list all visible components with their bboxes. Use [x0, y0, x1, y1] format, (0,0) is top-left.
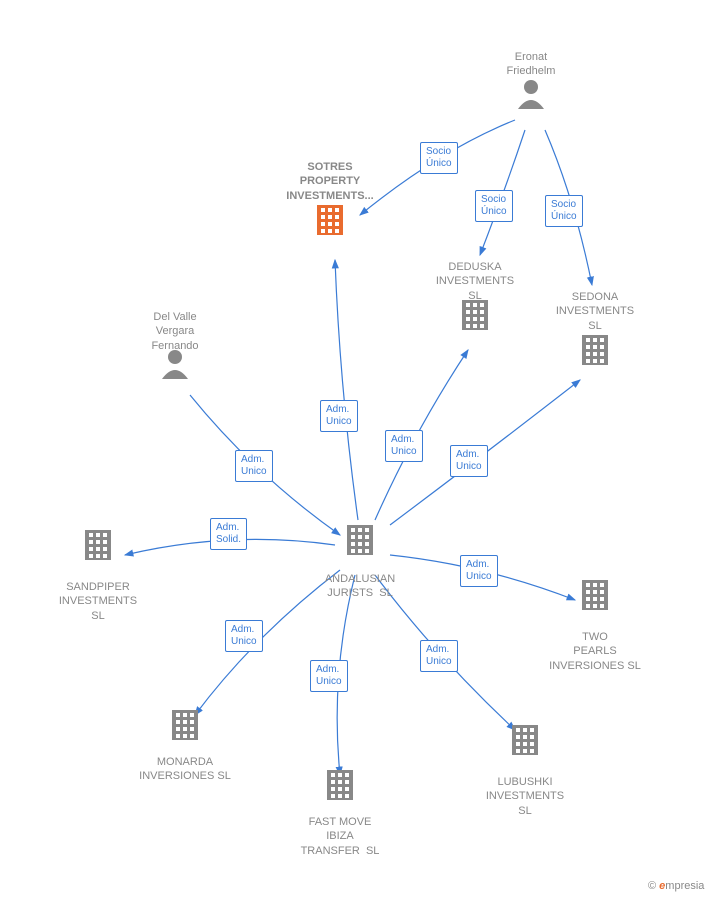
node-label: DEDUSKA INVESTMENTS SL — [405, 260, 545, 303]
node-label: SOTRES PROPERTY INVESTMENTS... — [260, 160, 400, 203]
building-icon — [85, 530, 111, 560]
edge-label-text: Adm. Unico — [241, 454, 267, 477]
node-label: SEDONA INVESTMENTS SL — [525, 290, 665, 333]
edge-label-text: Adm. Unico — [391, 434, 417, 457]
node-label: MONARDA INVERSIONES SL — [115, 755, 255, 784]
node-label: LUBUSHKI INVESTMENTS SL — [455, 775, 595, 818]
node-label: Eronat Friedhelm — [461, 50, 601, 79]
edge-label: Adm. Unico — [320, 400, 358, 432]
copyright: © empresia — [648, 880, 704, 892]
copyright-symbol: © — [648, 880, 656, 892]
edge-label-text: Socio Único — [426, 146, 452, 169]
edge-label: Adm. Unico — [420, 640, 458, 672]
edge-label: Adm. Unico — [450, 445, 488, 477]
edge-label: Adm. Unico — [235, 450, 273, 482]
edge-label: Adm. Unico — [460, 555, 498, 587]
edge-label: Adm. Solid. — [210, 518, 247, 550]
edge-label: Adm. Unico — [225, 620, 263, 652]
brand-rest: mpresia — [665, 880, 704, 892]
building-icon — [582, 580, 608, 610]
edge-label: Adm. Unico — [310, 660, 348, 692]
edge-label: Socio Único — [545, 195, 583, 227]
building-icon — [462, 300, 488, 330]
building-icon — [172, 710, 198, 740]
node-label: ANDALUSIAN JURISTS SL — [290, 572, 430, 601]
network-canvas — [0, 0, 728, 905]
edge-label-text: Adm. Solid. — [216, 522, 241, 545]
building-icon — [582, 335, 608, 365]
edge-label-text: Socio Único — [481, 194, 507, 217]
person-icon — [518, 80, 544, 109]
edge-label-text: Adm. Unico — [426, 644, 452, 667]
node-label: TWO PEARLS INVERSIONES SL — [525, 630, 665, 673]
node-label: SANDPIPER INVESTMENTS SL — [28, 580, 168, 623]
edge-label: Adm. Unico — [385, 430, 423, 462]
edge-label: Socio Único — [475, 190, 513, 222]
edge-label: Socio Único — [420, 142, 458, 174]
building-icon — [512, 725, 538, 755]
building-icon — [347, 525, 373, 555]
edge-label-text: Adm. Unico — [316, 664, 342, 687]
node-label: FAST MOVE IBIZA TRANSFER SL — [270, 815, 410, 858]
building-icon — [327, 770, 353, 800]
node-label: Del Valle Vergara Fernando — [105, 310, 245, 353]
edge-label-text: Adm. Unico — [326, 404, 352, 427]
edge-label-text: Socio Único — [551, 199, 577, 222]
edge — [335, 260, 358, 520]
building-icon — [317, 205, 343, 235]
edge-label-text: Adm. Unico — [466, 559, 492, 582]
edge-label-text: Adm. Unico — [456, 449, 482, 472]
person-icon — [162, 350, 188, 379]
edge-label-text: Adm. Unico — [231, 624, 257, 647]
